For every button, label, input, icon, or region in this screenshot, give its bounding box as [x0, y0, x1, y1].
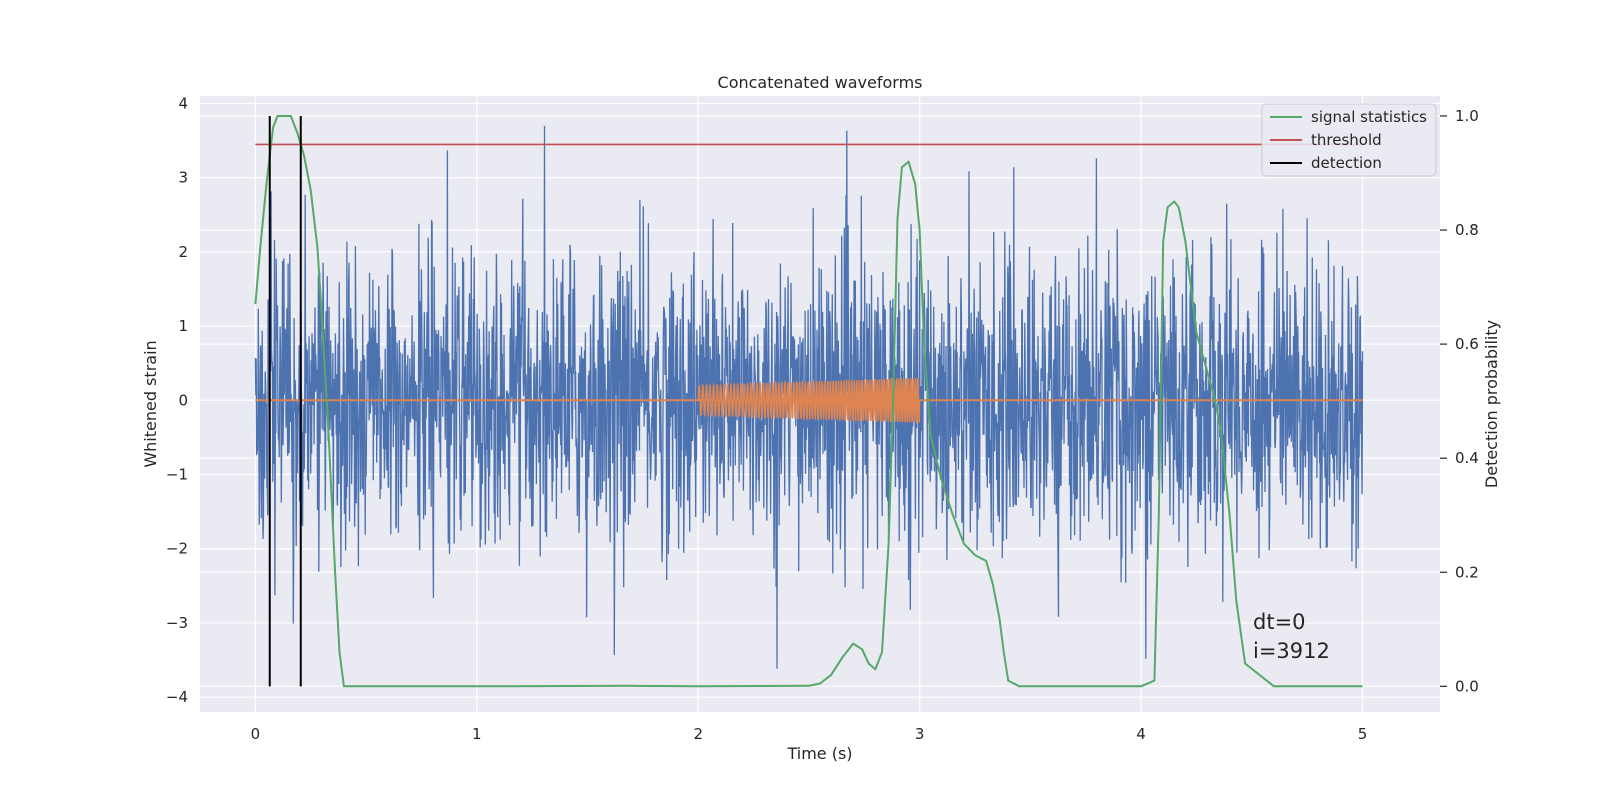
x-tick-label: 3 — [915, 725, 925, 743]
legend: signal statistics threshold detection — [1261, 103, 1437, 177]
tick-labels: 0 1 2 3 4 5 −4 −3 −2 −1 0 1 2 3 4 0.0 0.2 0.4 0.6 0.8 1.0 — [166, 94, 1479, 743]
legend-box — [1261, 103, 1437, 177]
y2-tick-label: 0.8 — [1455, 221, 1479, 239]
signal-statistics-line — [254, 115, 1363, 688]
x-tick-label: 0 — [251, 725, 261, 743]
y2-tick-label: 1.0 — [1455, 107, 1479, 125]
y-axis-label: Whitened strain — [141, 340, 160, 467]
x-tick-label: 2 — [693, 725, 703, 743]
y-tick-label: 0 — [178, 391, 188, 409]
x-axis-label: Time (s) — [786, 744, 852, 763]
legend-label-detection: detection — [1311, 154, 1382, 172]
legend-label-threshold: threshold — [1311, 131, 1382, 149]
y-tick-label: 1 — [178, 317, 188, 335]
y-tick-label: −1 — [166, 466, 188, 484]
chart-title: Concatenated waveforms — [718, 73, 923, 92]
annotation-index: i=3912 — [1253, 639, 1330, 663]
template-series — [255, 376, 1363, 424]
y2-axis-label: Detection probability — [1482, 320, 1501, 488]
legend-label-statistics: signal statistics — [1311, 108, 1427, 126]
strain-series — [254, 125, 1364, 669]
y-tick-label: −4 — [166, 688, 188, 706]
y2-tick-label: 0.4 — [1455, 449, 1479, 467]
y2-tick-label: 0.6 — [1455, 335, 1479, 353]
y2-tick-label: 0.0 — [1455, 677, 1479, 695]
x-tick-label: 5 — [1358, 725, 1368, 743]
y-tick-label: 3 — [178, 169, 188, 187]
strain-line — [254, 125, 1364, 669]
annotation-dt: dt=0 — [1253, 610, 1306, 634]
statistics-layer — [254, 115, 1363, 688]
y-tick-label: −3 — [166, 614, 188, 632]
y-tick-label: 4 — [178, 94, 188, 112]
y-tick-label: −2 — [166, 540, 188, 558]
x-tick-label: 1 — [472, 725, 482, 743]
y2-tick-label: 0.2 — [1455, 563, 1479, 581]
y-tick-label: 2 — [178, 243, 188, 261]
x-tick-label: 4 — [1136, 725, 1146, 743]
template-chirp — [697, 376, 921, 424]
